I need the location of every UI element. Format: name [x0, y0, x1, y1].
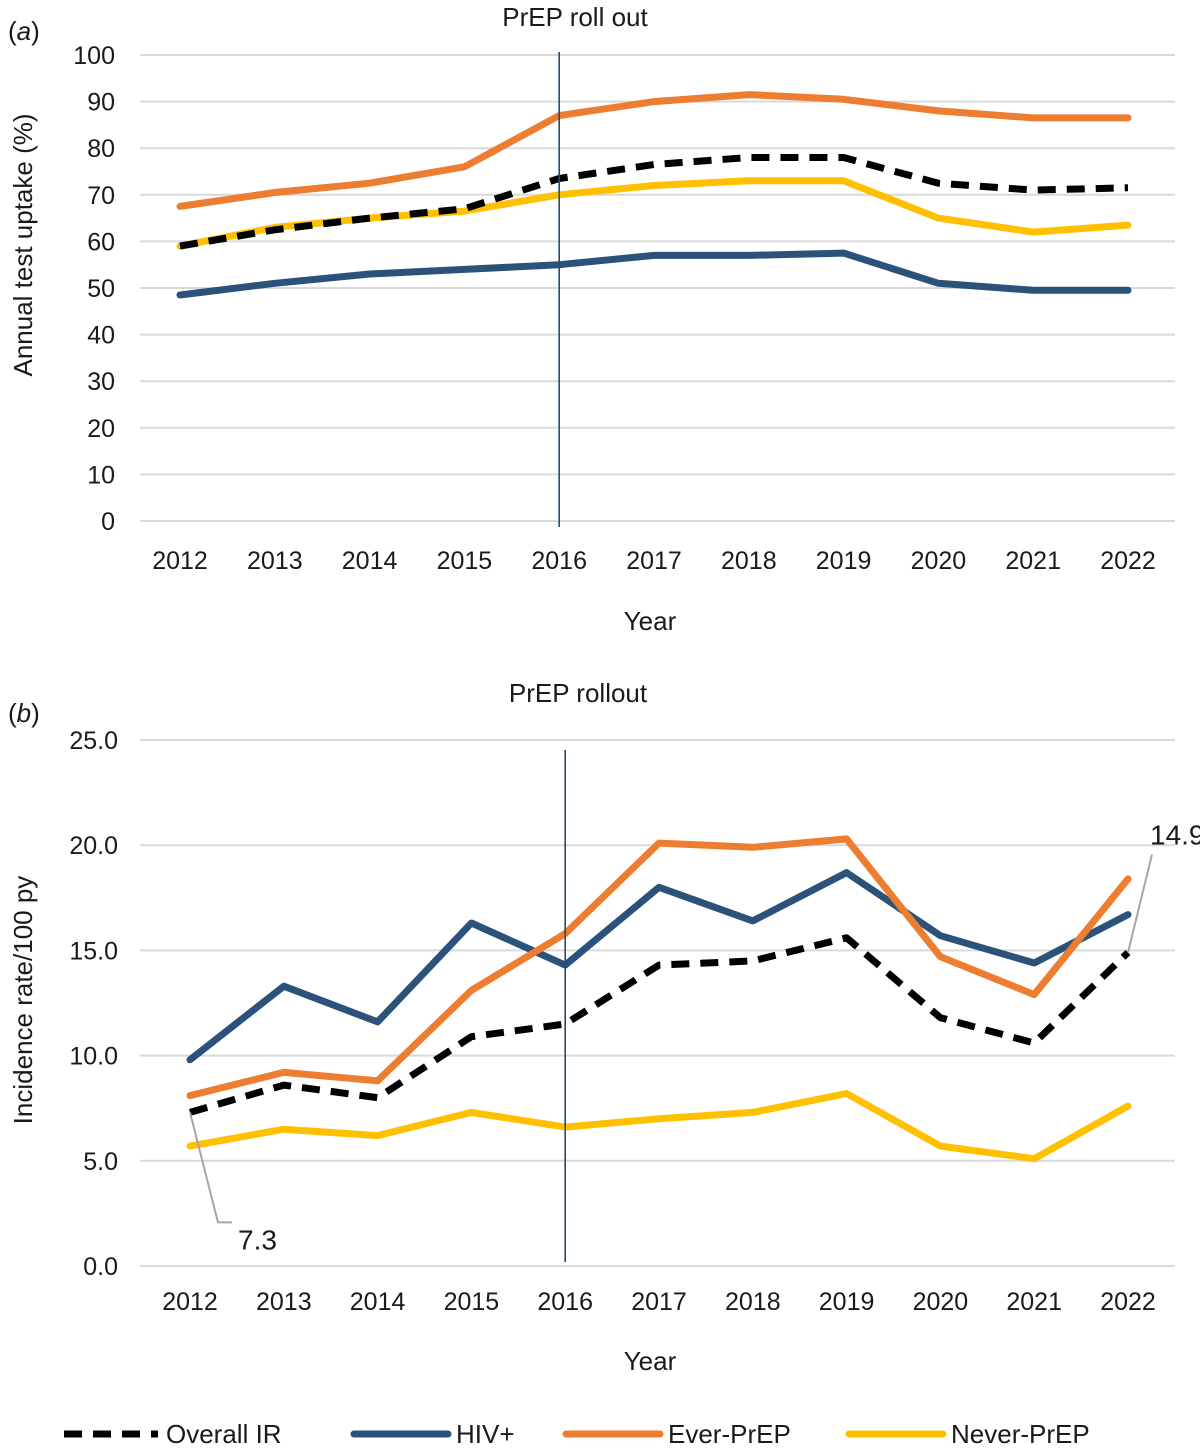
legend-label: Ever-PrEP — [668, 1419, 791, 1449]
panel-a-label: (a) — [8, 16, 40, 46]
panel-b-x-tick-labels: 2012 2013 2014 2015 2016 2017 2018 2019 2020 2021… — [162, 1288, 1156, 1316]
data-label: 14.9 — [1150, 820, 1200, 851]
y-tick-label: 5.0 — [83, 1148, 118, 1176]
series-line-hiv — [186, 869, 1132, 1064]
panel-b-label: (b) — [8, 698, 40, 728]
panel-b-series — [186, 835, 1132, 1163]
legend-item-hiv: HIV+ — [350, 1419, 515, 1449]
legend-item-overall: Overall IR — [64, 1419, 282, 1449]
y-tick-label: 10.0 — [69, 1043, 118, 1071]
panel-a-gridlines — [140, 54, 1175, 522]
panel-a-chart: (a) PrEP roll out Annual test uptake (%)… — [8, 2, 1175, 636]
x-tick-label: 2018 — [725, 1288, 781, 1316]
x-tick-label: 2012 — [162, 1288, 218, 1316]
panel-b-chart: (b) PrEP rollout Incidence rate/100 py Y… — [8, 678, 1200, 1376]
y-tick-label: 90 — [87, 89, 115, 117]
annotation-leader-line — [1127, 854, 1153, 953]
y-tick-label: 40 — [87, 322, 115, 350]
panel-a-y-axis-label: Annual test uptake (%) — [8, 113, 38, 376]
x-tick-label: 2022 — [1100, 547, 1156, 575]
x-tick-label: 2012 — [152, 547, 208, 575]
y-tick-label: 80 — [87, 135, 115, 163]
y-tick-label: 100 — [73, 42, 115, 70]
x-tick-label: 2014 — [342, 547, 398, 575]
legend-label: Never-PrEP — [951, 1419, 1090, 1449]
legend-label: Overall IR — [166, 1419, 282, 1449]
x-tick-label: 2021 — [1005, 547, 1061, 575]
y-tick-label: 60 — [87, 228, 115, 256]
panel-a-x-axis-label: Year — [624, 606, 677, 636]
x-tick-label: 2016 — [531, 547, 587, 575]
y-tick-label: 0.0 — [83, 1253, 118, 1281]
panel-b-y-axis-label: Incidence rate/100 py — [8, 876, 38, 1125]
x-tick-label: 2013 — [247, 547, 303, 575]
panel-b-annotations: 7.3 14.9 — [189, 820, 1200, 1255]
x-tick-label: 2019 — [816, 547, 872, 575]
panel-a-x-tick-labels: 2012 2013 2014 2015 2016 2017 2018 2019 2020 2021… — [152, 547, 1156, 575]
series-line-hiv — [176, 249, 1132, 299]
series-line-overall — [179, 154, 1129, 250]
panel-b-x-axis-label: Year — [624, 1346, 677, 1376]
data-label: 7.3 — [238, 1224, 277, 1255]
x-tick-label: 2017 — [631, 1288, 687, 1316]
x-tick-label: 2018 — [721, 547, 777, 575]
panel-a-series — [176, 91, 1132, 299]
x-tick-label: 2021 — [1006, 1288, 1062, 1316]
y-tick-label: 25.0 — [69, 727, 118, 755]
x-tick-label: 2020 — [911, 547, 967, 575]
x-tick-label: 2017 — [626, 547, 682, 575]
y-tick-label: 70 — [87, 182, 115, 210]
y-tick-label: 0 — [101, 508, 115, 536]
y-tick-label: 20 — [87, 415, 115, 443]
panel-b-gridlines — [140, 739, 1175, 1267]
series-line-never — [186, 1090, 1132, 1163]
x-tick-label: 2014 — [350, 1288, 406, 1316]
x-tick-label: 2015 — [444, 1288, 500, 1316]
series-line-overall — [189, 934, 1131, 1116]
panel-a-title: PrEP roll out — [502, 2, 648, 32]
y-tick-label: 15.0 — [69, 937, 118, 965]
y-tick-label: 50 — [87, 275, 115, 303]
annotation-leader-line — [189, 1112, 232, 1224]
x-tick-label: 2016 — [537, 1288, 593, 1316]
panel-b-title: PrEP rollout — [509, 678, 648, 708]
x-tick-label: 2013 — [256, 1288, 312, 1316]
legend-label: HIV+ — [456, 1419, 515, 1449]
x-tick-label: 2019 — [819, 1288, 875, 1316]
panel-b-y-tick-labels: 0.0 5.0 10.0 15.0 20.0 25.0 — [69, 727, 118, 1281]
series-line-ever — [186, 835, 1132, 1100]
legend-item-never: Never-PrEP — [845, 1419, 1090, 1449]
x-tick-label: 2015 — [437, 547, 493, 575]
y-tick-label: 10 — [87, 461, 115, 489]
legend-item-ever: Ever-PrEP — [562, 1419, 791, 1449]
y-tick-label: 30 — [87, 368, 115, 396]
x-tick-label: 2022 — [1100, 1288, 1156, 1316]
x-tick-label: 2020 — [913, 1288, 969, 1316]
y-tick-label: 20.0 — [69, 832, 118, 860]
legend: Overall IR HIV+ Ever-PrEP Never-PrEP — [64, 1419, 1090, 1449]
series-line-ever — [176, 91, 1132, 210]
panel-a-y-tick-labels: 0 10 20 30 40 50 60 70 80 90 100 — [73, 42, 115, 536]
